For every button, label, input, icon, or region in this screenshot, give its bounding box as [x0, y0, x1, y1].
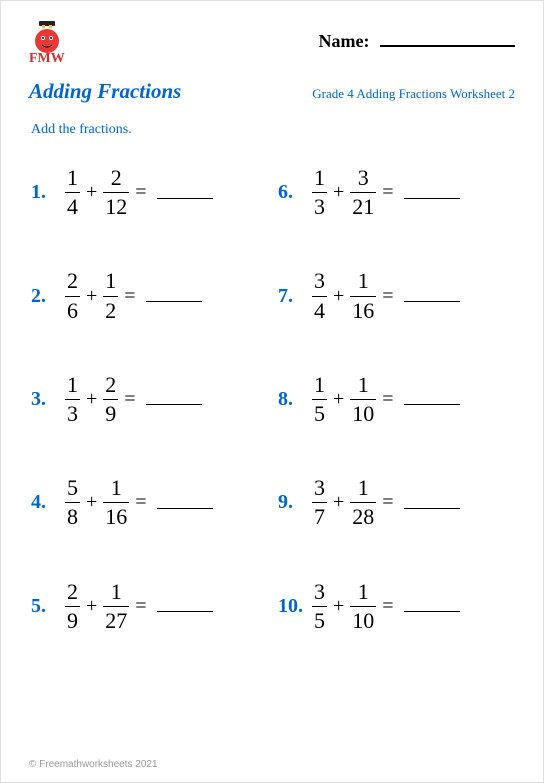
logo: FMW: [29, 21, 65, 67]
problem-number: 6.: [278, 181, 312, 204]
page-title: Adding Fractions: [29, 79, 181, 104]
fraction-a: 37: [312, 476, 327, 529]
problem-9: 9.37 +128 =: [278, 476, 515, 529]
plus-sign: +: [86, 595, 97, 618]
problem-8: 8.15 +110 =: [278, 373, 515, 426]
fraction-a: 29: [65, 580, 80, 633]
problem-10: 10.35 +110 =: [278, 580, 515, 633]
plus-sign: +: [333, 491, 344, 514]
fraction-a: 13: [312, 166, 327, 219]
page-subtitle: Grade 4 Adding Fractions Worksheet 2: [312, 86, 515, 102]
fraction-a: 26: [65, 269, 80, 322]
equals-sign: =: [124, 388, 135, 411]
problem-number: 3.: [31, 388, 65, 411]
answer-blank[interactable]: [404, 290, 460, 302]
problem-5: 5.29 +127 =: [31, 580, 268, 633]
fraction-a: 34: [312, 269, 327, 322]
problem-6: 6.13 +321 =: [278, 166, 515, 219]
plus-sign: +: [86, 181, 97, 204]
problem-number: 7.: [278, 285, 312, 308]
logo-text: FMW: [29, 51, 65, 67]
footer-copyright: © Freemathworksheets 2021: [29, 759, 158, 770]
equals-sign: =: [382, 181, 393, 204]
header-row: FMW Name:: [29, 21, 515, 67]
answer-blank[interactable]: [404, 393, 460, 405]
equals-sign: =: [382, 388, 393, 411]
answer-blank[interactable]: [404, 600, 460, 612]
fraction-b: 110: [350, 580, 376, 633]
problem-number: 8.: [278, 388, 312, 411]
problem-4: 4.58 +116 =: [31, 476, 268, 529]
fraction-b: 29: [103, 373, 118, 426]
plus-sign: +: [333, 595, 344, 618]
problems-grid: 1.14+212=2.26+12=3.13+29=4.58+116=5.29+1…: [29, 166, 515, 633]
fraction-a: 15: [312, 373, 327, 426]
name-input-line[interactable]: [380, 29, 515, 47]
equals-sign: =: [135, 595, 146, 618]
problem-number: 10.: [278, 595, 312, 618]
problem-number: 9.: [278, 491, 312, 514]
name-field: Name:: [319, 29, 515, 52]
answer-blank[interactable]: [404, 187, 460, 199]
problem-number: 2.: [31, 285, 65, 308]
fraction-a: 35: [312, 580, 327, 633]
fraction-b: 12: [103, 269, 118, 322]
fraction-b: 116: [350, 269, 376, 322]
fraction-b: 212: [103, 166, 129, 219]
instruction-text: Add the fractions.: [31, 122, 515, 138]
answer-blank[interactable]: [146, 290, 202, 302]
plus-sign: +: [333, 181, 344, 204]
name-label: Name:: [319, 31, 370, 51]
equals-sign: =: [382, 285, 393, 308]
problem-number: 4.: [31, 491, 65, 514]
fraction-a: 13: [65, 373, 80, 426]
equals-sign: =: [382, 595, 393, 618]
answer-blank[interactable]: [157, 187, 213, 199]
answer-blank[interactable]: [157, 600, 213, 612]
problem-2: 2.26 +12 =: [31, 269, 268, 322]
plus-sign: +: [333, 285, 344, 308]
fraction-a: 58: [65, 476, 80, 529]
plus-sign: +: [333, 388, 344, 411]
equals-sign: =: [135, 491, 146, 514]
fraction-b: 110: [350, 373, 376, 426]
equals-sign: =: [135, 181, 146, 204]
equals-sign: =: [382, 491, 393, 514]
problem-number: 1.: [31, 181, 65, 204]
apple-logo-icon: [30, 21, 64, 53]
title-row: Adding Fractions Grade 4 Adding Fraction…: [29, 79, 515, 104]
plus-sign: +: [86, 491, 97, 514]
problem-number: 5.: [31, 595, 65, 618]
equals-sign: =: [124, 285, 135, 308]
problem-7: 7.34 +116 =: [278, 269, 515, 322]
answer-blank[interactable]: [146, 393, 202, 405]
fraction-b: 128: [350, 476, 376, 529]
plus-sign: +: [86, 388, 97, 411]
fraction-b: 127: [103, 580, 129, 633]
fraction-b: 321: [350, 166, 376, 219]
fraction-a: 14: [65, 166, 80, 219]
problem-1: 1.14 +212 =: [31, 166, 268, 219]
plus-sign: +: [86, 285, 97, 308]
problem-3: 3.13 +29 =: [31, 373, 268, 426]
answer-blank[interactable]: [157, 497, 213, 509]
fraction-b: 116: [103, 476, 129, 529]
answer-blank[interactable]: [404, 497, 460, 509]
